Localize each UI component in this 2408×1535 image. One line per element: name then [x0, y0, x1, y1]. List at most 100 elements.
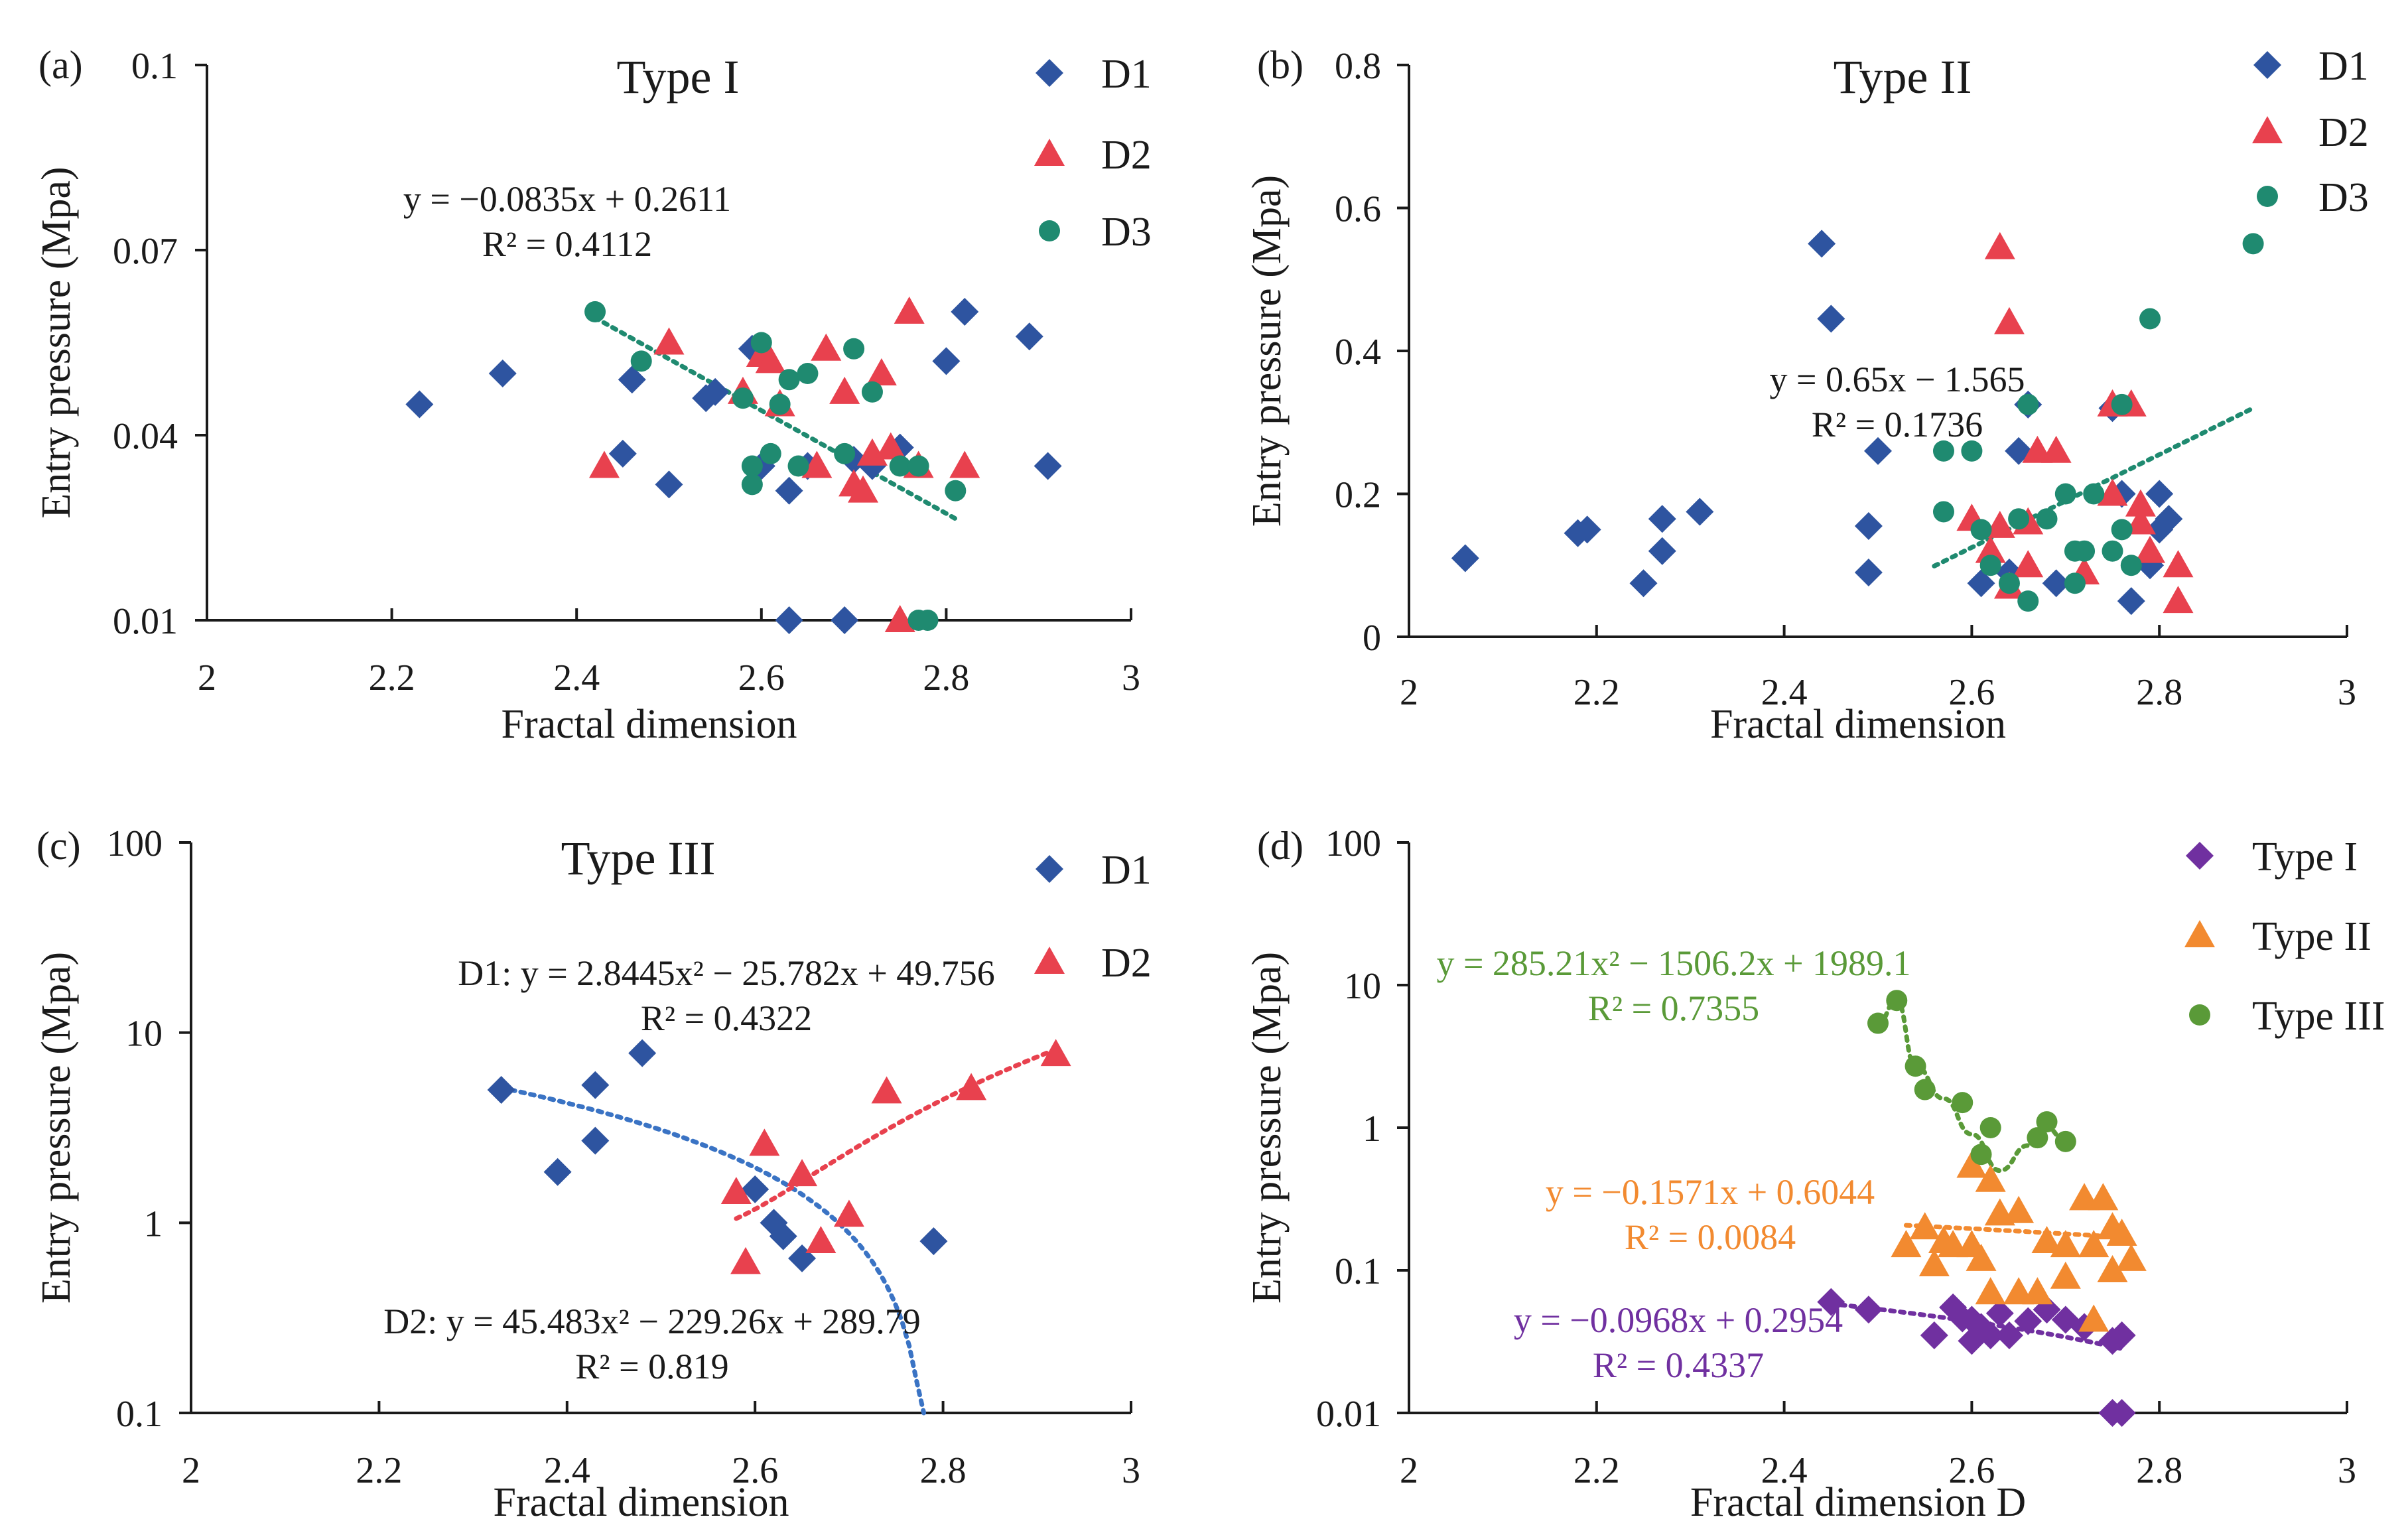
- x-tick-label: 2.2: [356, 1450, 402, 1491]
- data-point: [1854, 511, 1883, 540]
- data-point: [2097, 1255, 2128, 1282]
- series-d1: [487, 1039, 948, 1272]
- data-point: [1952, 1092, 1973, 1114]
- data-point: [2115, 1243, 2147, 1271]
- data-point: [917, 610, 939, 631]
- legend-label: D3: [2318, 175, 2369, 220]
- data-point: [2242, 233, 2264, 255]
- legend-label: Type III: [2252, 994, 2385, 1039]
- data-point: [2145, 480, 2174, 508]
- data-point: [750, 332, 772, 354]
- data-point: [1808, 230, 1836, 258]
- data-point: [1979, 555, 2001, 576]
- data-point: [861, 381, 883, 403]
- trendline-d3: [592, 315, 958, 521]
- data-point: [1686, 498, 1714, 526]
- data-point: [760, 442, 781, 464]
- data-point: [2097, 478, 2128, 506]
- x-tick-label: 2: [1400, 1450, 1418, 1491]
- data-point: [775, 606, 803, 634]
- chart-title: Type I: [617, 50, 740, 103]
- data-point: [833, 1199, 864, 1227]
- data-point: [543, 1158, 572, 1186]
- data-point: [1976, 1321, 2005, 1350]
- trendline-equation: y = −0.1571x + 0.6044: [1546, 1172, 1875, 1212]
- x-tick-label: 3: [1122, 1450, 1140, 1491]
- data-point: [581, 1126, 610, 1155]
- data-point: [2125, 489, 2156, 517]
- data-point: [1975, 1164, 2006, 1192]
- data-point: [1914, 1079, 1936, 1101]
- data-point: [843, 338, 865, 360]
- x-tick-label: 2: [182, 1450, 200, 1491]
- data-point: [2107, 1399, 2136, 1427]
- series-d2: [720, 1039, 1071, 1274]
- data-point: [1817, 304, 1845, 333]
- data-point: [2163, 550, 2194, 578]
- data-point: [2083, 483, 2105, 505]
- legend-label: D1: [1101, 52, 1152, 97]
- y-tick-label: 10: [1344, 966, 1381, 1007]
- legend-marker: [2252, 116, 2283, 143]
- trendline-d1: [499, 1085, 927, 1416]
- data-point: [2088, 1183, 2119, 1211]
- x-tick-label: 2.4: [1761, 1450, 1808, 1491]
- y-tick-label: 0.1: [131, 46, 178, 87]
- data-point: [932, 347, 961, 375]
- data-point: [1975, 535, 2006, 563]
- data-point: [1040, 1039, 1071, 1067]
- series-d3: [584, 301, 967, 631]
- data-point: [2111, 393, 2133, 415]
- data-point: [2111, 519, 2133, 541]
- data-point: [811, 333, 842, 361]
- data-point: [741, 1175, 769, 1203]
- legend-label: D3: [1101, 210, 1152, 255]
- data-point: [720, 1177, 752, 1205]
- x-tick-label: 2.2: [1573, 672, 1620, 713]
- data-point: [805, 1226, 836, 1254]
- chart-panel-a: 2 2.2 2.4 2.6 2.8 3 0.01 0.04 0.07 0.1 (a) Fractal …: [34, 43, 1152, 747]
- data-point: [949, 450, 980, 478]
- legend-marker: [2184, 920, 2215, 947]
- x-tick-label: 2.8: [920, 1450, 967, 1491]
- data-point: [2102, 540, 2123, 562]
- legend-label: Type II: [2252, 914, 2372, 959]
- data-point: [866, 358, 897, 385]
- trendline-d2: [734, 1047, 1059, 1221]
- data-point: [787, 455, 809, 477]
- data-point: [618, 366, 646, 394]
- legend-marker: [1036, 59, 1063, 87]
- y-tick-label: 1: [144, 1203, 163, 1244]
- x-tick-label: 2.8: [2136, 1450, 2182, 1491]
- data-point: [1886, 990, 1908, 1012]
- data-point: [2106, 1219, 2137, 1246]
- legend-marker: [2189, 1004, 2210, 1026]
- x-tick-label: 2.6: [732, 1450, 778, 1491]
- y-tick-label: 100: [107, 823, 163, 864]
- trendline-equation: y = 0.65x − 1.565: [1770, 360, 2025, 399]
- data-point: [2120, 555, 2142, 576]
- data-point: [755, 346, 786, 373]
- trendline-type-iii: [1875, 998, 2068, 1173]
- r-squared-label: R² = 0.4337: [1593, 1345, 1764, 1385]
- x-tick-label: 2.6: [1948, 672, 1995, 713]
- panel-label: (c): [36, 824, 81, 868]
- data-point: [2017, 590, 2039, 612]
- r-squared-label: R² = 0.4322: [641, 998, 812, 1038]
- x-axis-title: Fractal dimension: [1710, 702, 2006, 747]
- data-point: [1817, 1288, 1845, 1316]
- legend-label: D1: [2318, 44, 2369, 89]
- x-tick-label: 3: [2338, 672, 2356, 713]
- data-point: [630, 350, 652, 372]
- data-point: [1932, 501, 1954, 523]
- data-point: [2074, 540, 2096, 562]
- data-point: [2008, 508, 2030, 530]
- data-point: [1034, 452, 1062, 480]
- data-point: [787, 1159, 818, 1187]
- data-point: [769, 1222, 797, 1250]
- data-point: [945, 480, 967, 501]
- data-point: [1995, 1321, 2023, 1350]
- data-point: [801, 450, 833, 478]
- data-point: [1648, 505, 1676, 533]
